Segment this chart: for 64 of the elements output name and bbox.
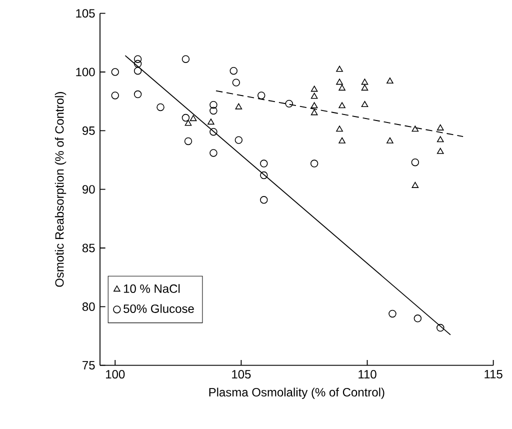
point: [134, 90, 142, 98]
point: [338, 137, 346, 144]
point: [260, 159, 268, 168]
point: [414, 314, 422, 322]
point: [210, 106, 218, 114]
y-tick-label: 105: [76, 8, 95, 18]
point: [412, 125, 419, 132]
point: [210, 128, 218, 136]
point: [310, 159, 318, 168]
point: [411, 158, 420, 166]
point: [156, 103, 164, 111]
point: [285, 100, 293, 108]
point: [386, 137, 394, 144]
point: [361, 100, 368, 107]
point: [310, 109, 318, 116]
x-tick-label: 110: [358, 370, 376, 378]
point: [111, 91, 119, 100]
point: [361, 78, 368, 85]
point: [230, 66, 238, 75]
point: [310, 86, 318, 92]
x-tick-label: 115: [484, 370, 502, 378]
point: [386, 77, 394, 84]
point: [210, 100, 218, 109]
point: [208, 118, 214, 124]
point: [436, 148, 444, 154]
x-tick-label: 100: [106, 370, 125, 378]
point: [234, 136, 243, 144]
point: [361, 84, 368, 90]
point: [260, 196, 268, 204]
point: [338, 102, 346, 108]
point: [260, 171, 268, 179]
point: [338, 84, 346, 90]
point: [210, 148, 218, 157]
point: [336, 66, 343, 72]
y-tick-label: 95: [82, 126, 95, 135]
y-tick-label: 75: [82, 360, 95, 370]
point: [436, 324, 444, 332]
point: [436, 124, 444, 130]
x-tick-label: 105: [232, 370, 251, 378]
y-tick-label: 85: [82, 244, 95, 252]
x-axis-title: Plasma Osmolality (% of Control): [209, 388, 384, 399]
point: [412, 182, 419, 188]
point: [134, 60, 142, 68]
point: [190, 114, 197, 121]
point: [184, 137, 192, 145]
point: [258, 91, 266, 100]
legend-label: 50% Glucose: [124, 304, 194, 313]
point: [232, 78, 240, 86]
point: [111, 68, 119, 76]
y-tick-label: 80: [82, 302, 95, 311]
y-tick-label: 100: [76, 68, 95, 76]
point: [134, 66, 142, 75]
point: [235, 103, 242, 110]
y-tick-label: 90: [82, 184, 95, 194]
y-axis-title: Osmotic Reabsorption (% of Control): [54, 92, 66, 287]
legend-label: 10 % NaCl: [124, 284, 180, 293]
point: [388, 310, 396, 318]
point: [336, 125, 343, 132]
point: [436, 136, 444, 142]
point: [336, 78, 343, 85]
point: [310, 92, 318, 99]
point: [134, 55, 142, 63]
point: [182, 55, 190, 63]
point: [310, 102, 318, 108]
